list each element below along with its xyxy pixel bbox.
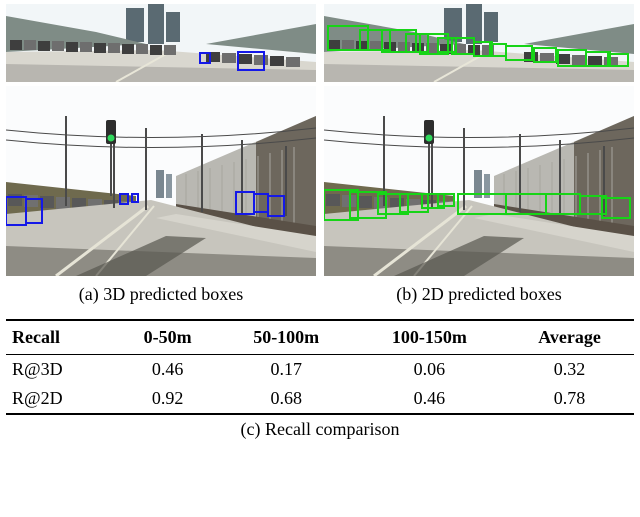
scene-a2 (6, 86, 316, 276)
panel-b-top (324, 4, 634, 82)
cell-3d-0: 0.46 (117, 355, 219, 385)
cell-3d-3: 0.32 (505, 355, 634, 385)
th-100-150: 100-150m (354, 320, 505, 355)
figure-root: (a) 3D predicted boxes (b) 2D predicted … (0, 0, 640, 460)
cell-2d-3: 0.78 (505, 384, 634, 414)
panel-b-bottom (324, 86, 634, 276)
caption-c: (c) Recall comparison (6, 419, 634, 440)
row-label-2d: R@2D (6, 384, 117, 414)
cell-3d-1: 0.17 (219, 355, 354, 385)
image-row-2 (6, 86, 634, 276)
cell-2d-2: 0.46 (354, 384, 505, 414)
caption-row: (a) 3D predicted boxes (b) 2D predicted … (6, 280, 634, 315)
table-row: R@2D 0.92 0.68 0.46 0.78 (6, 384, 634, 414)
row-label-3d: R@3D (6, 355, 117, 385)
th-average: Average (505, 320, 634, 355)
scene-a1 (6, 4, 316, 82)
table-row: R@3D 0.46 0.17 0.06 0.32 (6, 355, 634, 385)
th-0-50: 0-50m (117, 320, 219, 355)
cell-2d-0: 0.92 (117, 384, 219, 414)
th-50-100: 50-100m (219, 320, 354, 355)
panel-a-top (6, 4, 316, 82)
cell-3d-2: 0.06 (354, 355, 505, 385)
scene-b2 (324, 86, 634, 276)
caption-a: (a) 3D predicted boxes (6, 284, 316, 305)
th-recall: Recall (6, 320, 117, 355)
image-row-1 (6, 4, 634, 82)
cell-2d-1: 0.68 (219, 384, 354, 414)
panel-a-bottom (6, 86, 316, 276)
recall-table: Recall 0-50m 50-100m 100-150m Average R@… (6, 319, 634, 415)
table-header-row: Recall 0-50m 50-100m 100-150m Average (6, 320, 634, 355)
caption-b: (b) 2D predicted boxes (324, 284, 634, 305)
scene-b1 (324, 4, 634, 82)
